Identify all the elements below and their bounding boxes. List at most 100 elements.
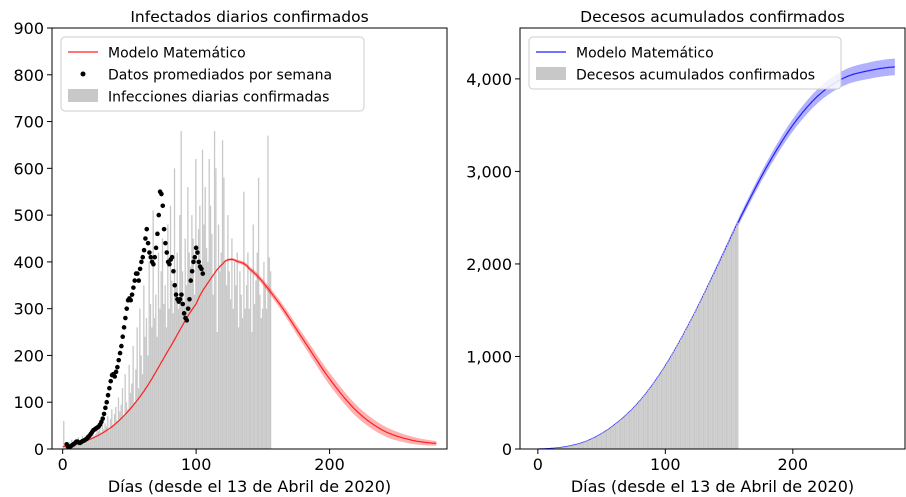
data-point <box>161 226 167 232</box>
bar <box>228 271 230 449</box>
legend-box <box>528 36 842 90</box>
bar <box>632 407 634 449</box>
bar <box>164 285 166 449</box>
bar <box>663 367 665 449</box>
bar <box>718 263 720 449</box>
data-point <box>113 369 119 375</box>
bar <box>626 414 628 449</box>
legend-label: Modelo Matemático <box>576 46 714 62</box>
bar <box>730 236 733 449</box>
legend-box <box>60 36 365 112</box>
bar <box>180 130 182 449</box>
bar <box>612 425 614 449</box>
bar <box>161 238 164 449</box>
bar <box>83 439 85 449</box>
bar <box>237 327 240 449</box>
bar <box>263 261 265 449</box>
data-point <box>160 203 166 209</box>
bar <box>183 303 185 449</box>
bar <box>109 418 112 449</box>
data-point <box>112 374 118 379</box>
bar <box>187 187 189 449</box>
bar <box>145 318 148 449</box>
bar <box>171 280 173 449</box>
bar <box>721 255 724 449</box>
bar <box>247 252 249 449</box>
bar <box>169 205 172 449</box>
bar <box>197 229 200 449</box>
bar <box>120 404 122 449</box>
bar <box>642 396 645 449</box>
x-tick-label: 100 <box>181 455 212 474</box>
bar <box>630 410 632 449</box>
bar <box>620 419 622 449</box>
bar <box>575 444 577 449</box>
bar <box>201 149 204 449</box>
bar <box>87 438 89 449</box>
legend-swatch-dot <box>80 71 86 77</box>
bar <box>207 261 209 449</box>
y-tick-label: 200 <box>13 346 44 365</box>
bar <box>144 336 146 449</box>
x-tick-label: 100 <box>650 455 681 474</box>
bar <box>736 225 738 449</box>
bar <box>563 446 566 449</box>
bar <box>80 443 82 449</box>
y-tick-label: 2,000 <box>466 255 512 274</box>
x-axis-label: Días (desde el 13 de Abril de 2020) <box>571 477 854 496</box>
data-point <box>129 292 135 297</box>
bar <box>586 440 589 449</box>
legend-label: Datos promediados por semana <box>108 68 332 84</box>
bar <box>570 445 572 449</box>
bar <box>128 364 130 449</box>
bar <box>196 261 198 449</box>
y-tick-label: 0 <box>34 440 44 459</box>
bar <box>618 420 620 449</box>
bar <box>679 339 682 449</box>
chart-decesos: 0 100 200 0 1,000 2,000 3,000 4,000 Decesos acum… <box>466 8 906 496</box>
bar <box>714 271 716 449</box>
bar <box>149 303 152 449</box>
data-point <box>103 405 108 411</box>
bar <box>127 409 129 449</box>
bar <box>577 443 580 449</box>
data-point <box>144 226 150 232</box>
bar <box>662 369 664 449</box>
bar <box>681 337 683 449</box>
data-point <box>141 247 147 253</box>
bar <box>256 252 258 449</box>
bar <box>594 437 596 449</box>
bar <box>160 271 162 449</box>
bar <box>132 346 134 449</box>
bar <box>580 443 582 449</box>
bar <box>131 383 133 449</box>
bar <box>231 238 233 449</box>
data-point <box>192 254 198 260</box>
bar <box>672 353 674 449</box>
data-point <box>193 245 199 251</box>
bar <box>696 307 698 449</box>
bar <box>188 252 190 449</box>
bar <box>658 375 660 449</box>
bar <box>700 300 702 449</box>
data-point <box>172 282 178 288</box>
legend-label: Infecciones diarias confirmadas <box>108 90 329 106</box>
bar <box>627 412 629 449</box>
bar <box>581 442 583 449</box>
bar <box>79 441 81 449</box>
bar <box>603 432 605 449</box>
data-point <box>123 315 128 321</box>
legend-label: Decesos acumulados confirmados <box>576 68 815 84</box>
bar <box>597 435 599 449</box>
bar <box>639 400 641 449</box>
legend-swatch-bar <box>536 67 566 80</box>
bar <box>244 308 246 449</box>
bar <box>635 405 637 449</box>
bar <box>613 424 615 449</box>
data-point <box>145 240 151 246</box>
data-point <box>137 266 143 272</box>
bar <box>609 427 612 449</box>
bar <box>157 252 160 449</box>
bar <box>260 318 262 449</box>
chart-title: Decesos acumulados confirmados <box>580 8 845 26</box>
